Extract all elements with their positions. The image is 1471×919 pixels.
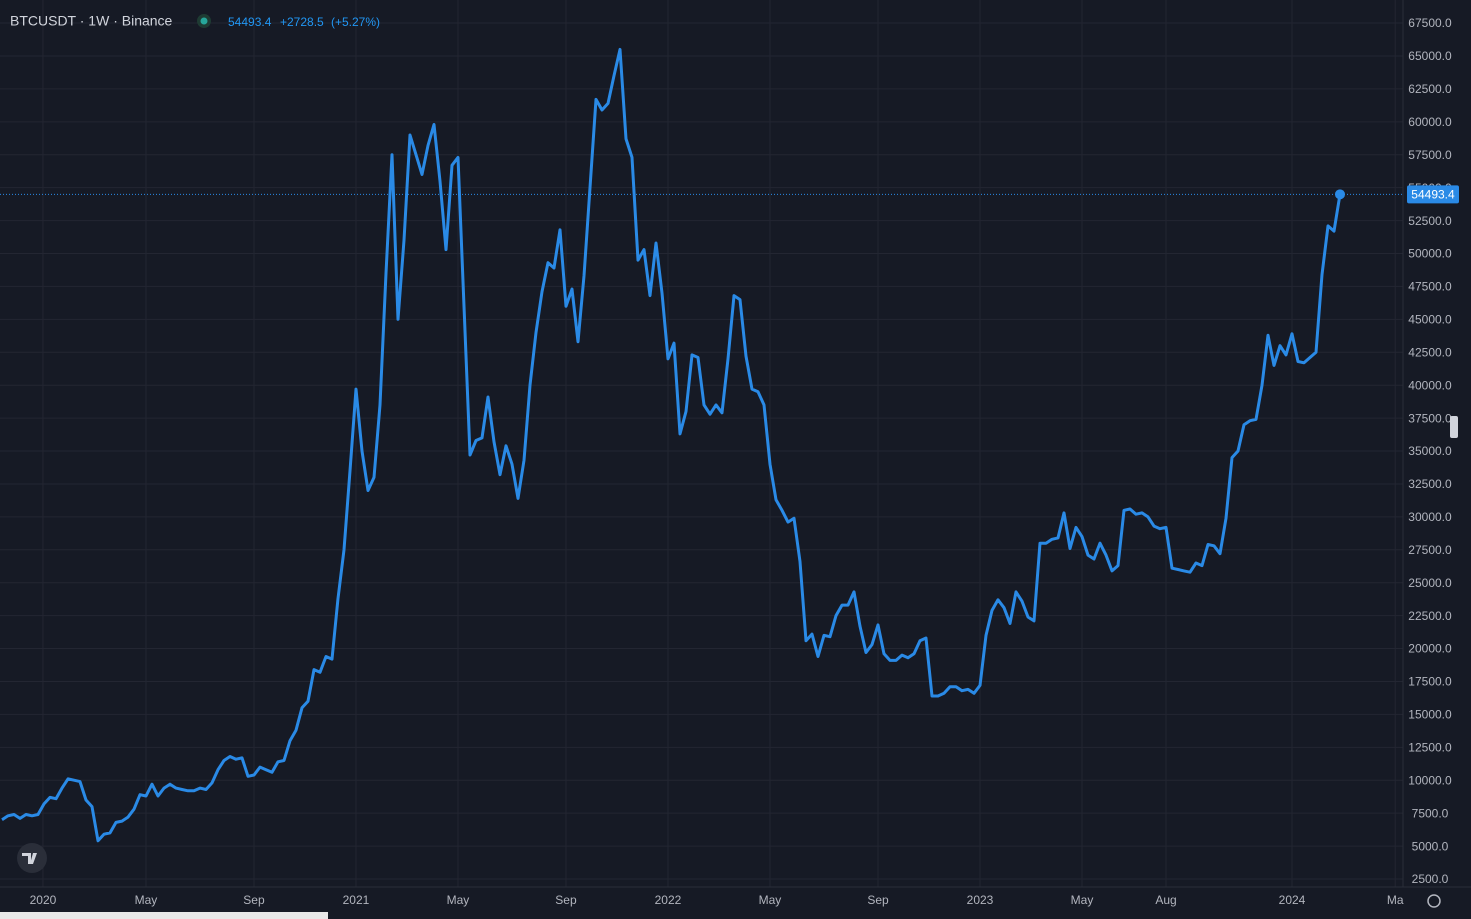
- y-tick-label: 60000.0: [1408, 115, 1452, 129]
- header-change: +2728.5: [280, 15, 324, 29]
- x-tick-label: 2022: [655, 893, 682, 907]
- y-tick-label: 45000.0: [1408, 313, 1452, 327]
- x-tick-label: Sep: [867, 893, 889, 907]
- plot: [0, 47, 1403, 843]
- y-tick-label: 15000.0: [1408, 708, 1452, 722]
- y-tick-label: 52500.0: [1408, 214, 1452, 228]
- y-tick-label: 32500.0: [1408, 477, 1452, 491]
- tv-logo[interactable]: [17, 843, 47, 873]
- settings-icon[interactable]: [1427, 894, 1441, 908]
- y-tick-label: 7500.0: [1412, 806, 1449, 820]
- x-tick-label: Aug: [1155, 893, 1176, 907]
- x-tick-label: May: [759, 893, 782, 907]
- y-tick-label: 12500.0: [1408, 740, 1452, 754]
- x-tick-label: May: [135, 893, 158, 907]
- scrollbar[interactable]: [0, 912, 328, 919]
- x-tick-label: May: [1071, 893, 1094, 907]
- y-tick-label: 67500.0: [1408, 16, 1452, 30]
- y-tick-label: 35000.0: [1408, 444, 1452, 458]
- axis-handle[interactable]: [1450, 416, 1458, 438]
- axes: 2500.0 5000.0 7500.0 10000.0 12500.0 15000.0 1…: [30, 16, 1459, 907]
- x-tick-label: Ma: [1387, 893, 1404, 907]
- y-tick-label: 10000.0: [1408, 773, 1452, 787]
- last-price-badge: [1407, 185, 1459, 204]
- price-line: [1, 47, 1342, 843]
- last-price-label: 54493.4: [1411, 188, 1455, 202]
- grid: [0, 0, 1403, 887]
- y-tick-label: 47500.0: [1408, 280, 1452, 294]
- y-tick-label: 25000.0: [1408, 576, 1452, 590]
- last-point: [1334, 189, 1345, 200]
- y-tick-label: 2500.0: [1412, 872, 1449, 886]
- x-tick-label: 2023: [967, 893, 994, 907]
- logo-mark[interactable]: [22, 853, 37, 864]
- y-tick-label: 42500.0: [1408, 345, 1452, 359]
- x-tick-label: Sep: [555, 893, 577, 907]
- status-dot: [200, 17, 208, 25]
- y-tick-label: 17500.0: [1408, 675, 1452, 689]
- x-tick-label: 2021: [343, 893, 370, 907]
- x-tick-label: 2020: [30, 893, 57, 907]
- y-tick-label: 65000.0: [1408, 49, 1452, 63]
- x-tick-label: Sep: [243, 893, 265, 907]
- y-tick-label: 37500.0: [1408, 411, 1452, 425]
- y-tick-label: 57500.0: [1408, 148, 1452, 162]
- header-price: 54493.4: [228, 15, 272, 29]
- y-tick-label: 50000.0: [1408, 247, 1452, 261]
- x-tick-label: May: [447, 893, 470, 907]
- y-tick-label: 22500.0: [1408, 609, 1452, 623]
- x-tick-label: 2024: [1279, 893, 1306, 907]
- y-tick-label: 20000.0: [1408, 642, 1452, 656]
- y-tick-label: 27500.0: [1408, 543, 1452, 557]
- y-tick-label: 5000.0: [1412, 839, 1449, 853]
- symbol-title: BTCUSDT · 1W · Binance: [10, 13, 173, 29]
- y-tick-label: 40000.0: [1408, 378, 1452, 392]
- y-tick-label: 30000.0: [1408, 510, 1452, 524]
- header-change-percent: (+5.27%): [331, 15, 380, 29]
- y-tick-label: 62500.0: [1408, 82, 1452, 96]
